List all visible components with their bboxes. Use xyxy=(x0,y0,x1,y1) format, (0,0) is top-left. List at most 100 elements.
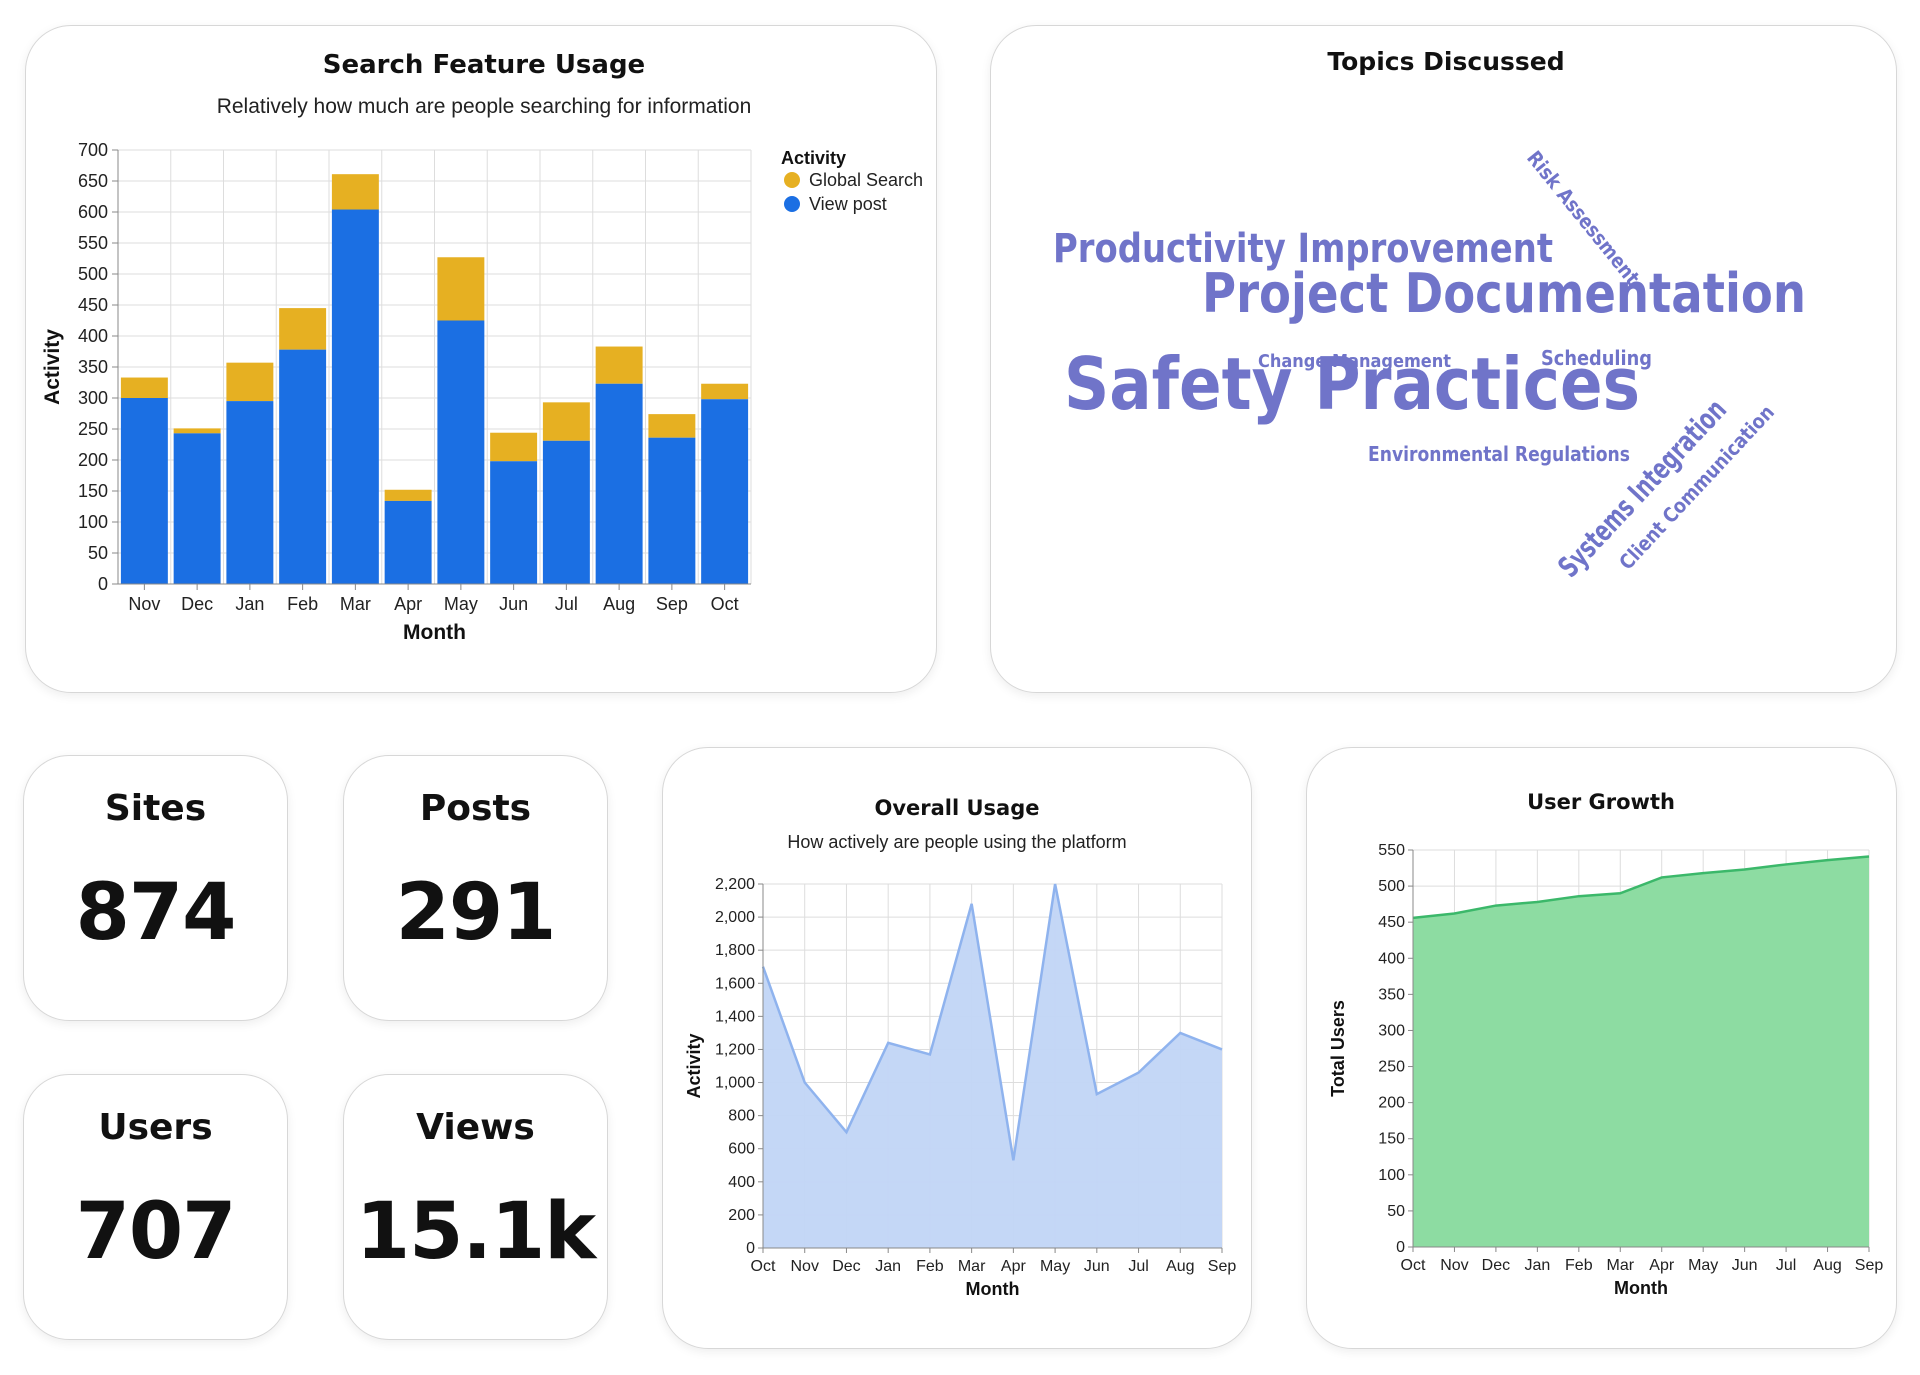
x-tick-label: Sep xyxy=(656,594,688,614)
x-tick-label: Jul xyxy=(1776,1257,1796,1274)
x-tick-label: Jul xyxy=(555,594,578,614)
y-axis-title: Activity xyxy=(684,1033,704,1098)
bar-global-search xyxy=(279,308,327,350)
stat-card-sites: Sites 874 xyxy=(23,755,288,1021)
y-tick-label: 250 xyxy=(1378,1059,1405,1076)
stat-label: Sites xyxy=(104,788,207,829)
chart-subtitle: How actively are people using the platfo… xyxy=(787,832,1126,852)
legend-label: View post xyxy=(809,194,887,214)
stat-card-users: Users 707 xyxy=(23,1074,288,1340)
x-tick-label: Oct xyxy=(1401,1257,1426,1274)
x-tick-label: May xyxy=(1688,1257,1718,1274)
x-tick-label: Oct xyxy=(711,594,739,614)
x-tick-label: Nov xyxy=(128,594,160,614)
bar-global-search xyxy=(437,257,485,321)
chart-title: Overall Usage xyxy=(874,796,1039,820)
legend-title: Activity xyxy=(781,148,846,168)
bar-view-post xyxy=(120,398,168,584)
bar-global-search xyxy=(542,402,590,441)
y-axis-title: Total Users xyxy=(1328,1000,1348,1097)
user-growth-chart: User Growth 0 50 100 150 200 250 300 350 400 450 5… xyxy=(1328,790,1884,1298)
stat-card-views: Views 15.1k xyxy=(343,1074,608,1340)
legend-swatch xyxy=(784,172,800,188)
search-usage-card: Search Feature Usage Relatively how much… xyxy=(25,25,937,693)
area-fill xyxy=(763,884,1222,1248)
bar-global-search xyxy=(331,174,379,210)
y-tick-label: 600 xyxy=(728,1141,755,1158)
stat-value: 707 xyxy=(75,1187,237,1277)
y-tick-label: 250 xyxy=(78,419,108,439)
stat-value: 15.1k xyxy=(355,1187,596,1277)
x-tick-label: Aug xyxy=(1813,1257,1841,1274)
stat-value: 874 xyxy=(75,868,237,958)
word-change-management: Change Management xyxy=(1258,351,1451,372)
y-tick-label: 400 xyxy=(728,1174,755,1191)
x-tick-label: Feb xyxy=(1565,1257,1593,1274)
x-tick-label: Jan xyxy=(875,1258,901,1275)
word-environmental-regulations: Environmental Regulations xyxy=(1368,442,1630,466)
bar-global-search xyxy=(384,489,432,501)
x-tick-label: Jun xyxy=(1732,1257,1758,1274)
y-tick-label: 300 xyxy=(78,388,108,408)
word-safety-practices: Safety Practices xyxy=(1064,342,1640,426)
bar-view-post xyxy=(437,320,485,584)
bar-view-post xyxy=(226,401,274,584)
area-fill xyxy=(1413,856,1869,1247)
x-tick-label: Jan xyxy=(1524,1257,1550,1274)
bar-global-search xyxy=(648,414,696,438)
y-tick-label: 200 xyxy=(728,1207,755,1224)
x-tick-label: Feb xyxy=(916,1258,944,1275)
y-tick-label: 1,600 xyxy=(715,975,755,992)
word-cloud: Topics Discussed Safety Practices Projec… xyxy=(1053,47,1806,584)
y-tick-label: 550 xyxy=(78,233,108,253)
area-line xyxy=(1412,855,1870,920)
user-growth-card: User Growth 0 50 100 150 200 250 300 350 400 450 5… xyxy=(1306,747,1897,1349)
y-tick-label: 700 xyxy=(78,140,108,160)
y-tick-label: 1,400 xyxy=(715,1008,755,1025)
y-tick-label: 350 xyxy=(1378,986,1405,1003)
x-tick-label: Sep xyxy=(1855,1257,1884,1274)
chart-title: Topics Discussed xyxy=(1327,47,1564,76)
bar-view-post xyxy=(595,383,643,584)
x-tick-label: Nov xyxy=(791,1258,819,1275)
bar-global-search xyxy=(120,377,168,398)
y-axis-title: Activity xyxy=(41,329,64,405)
bar-global-search xyxy=(173,428,221,434)
y-tick-label: 300 xyxy=(1378,1022,1405,1039)
word-scheduling: Scheduling xyxy=(1541,346,1652,370)
overall-usage-card: Overall Usage How actively are people us… xyxy=(662,747,1252,1349)
y-tick-label: 150 xyxy=(1378,1131,1405,1148)
search-usage-chart: Search Feature Usage Relatively how much… xyxy=(41,50,923,644)
overall-usage-chart: Overall Usage How actively are people us… xyxy=(684,796,1236,1299)
x-axis-title: Month xyxy=(966,1279,1020,1299)
y-tick-label: 50 xyxy=(88,543,108,563)
stat-label: Users xyxy=(98,1107,213,1148)
x-tick-label: Apr xyxy=(394,594,422,614)
y-tick-label: 800 xyxy=(728,1108,755,1125)
word-productivity-improvement: Productivity Improvement xyxy=(1053,226,1553,272)
y-tick-label: 100 xyxy=(1378,1167,1405,1184)
legend-swatch xyxy=(784,196,800,212)
x-tick-label: Dec xyxy=(832,1258,860,1275)
x-tick-label: Dec xyxy=(181,594,213,614)
stat-value: 291 xyxy=(395,868,557,958)
bar-view-post xyxy=(701,399,749,584)
y-tick-label: 500 xyxy=(78,264,108,284)
y-tick-label: 1,200 xyxy=(715,1041,755,1058)
bar-global-search xyxy=(595,346,643,384)
y-tick-label: 2,200 xyxy=(715,876,755,893)
y-tick-label: 400 xyxy=(78,326,108,346)
x-tick-label: Jun xyxy=(499,594,528,614)
y-tick-label: 0 xyxy=(1396,1239,1405,1256)
y-tick-label: 450 xyxy=(78,295,108,315)
bar-view-post xyxy=(648,437,696,584)
x-tick-label: Mar xyxy=(1606,1257,1634,1274)
bar-view-post xyxy=(331,209,379,584)
x-axis-title: Month xyxy=(1614,1278,1668,1298)
x-tick-label: Jan xyxy=(235,594,264,614)
bar-global-search xyxy=(226,362,274,402)
y-tick-label: 150 xyxy=(78,481,108,501)
y-tick-label: 2,000 xyxy=(715,909,755,926)
word-project-documentation: Project Documentation xyxy=(1202,262,1806,325)
y-tick-label: 1,000 xyxy=(715,1075,755,1092)
